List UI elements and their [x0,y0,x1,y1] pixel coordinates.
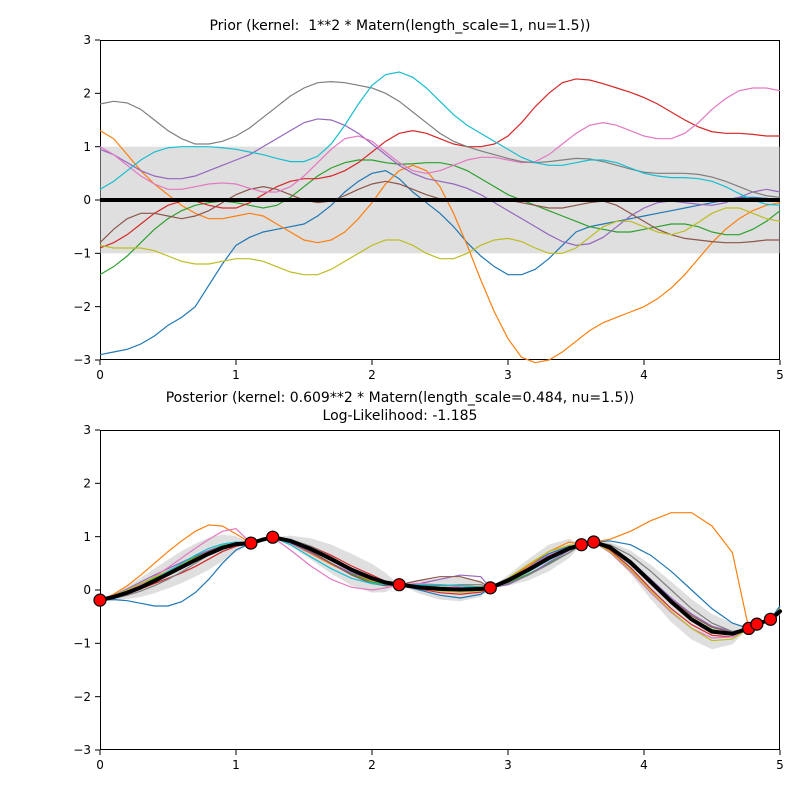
xtick-label: 2 [368,368,376,382]
xtick-label: 1 [232,758,240,772]
ytick-label: 3 [83,423,91,437]
ytick-label: 0 [83,583,91,597]
ytick-label: 0 [83,193,91,207]
ytick-label: −1 [73,637,91,651]
xtick-label: 1 [232,368,240,382]
xtick-label: 5 [776,368,784,382]
observation-point [267,531,279,543]
ytick-label: −3 [73,353,91,367]
observation-point [764,613,776,625]
observation-point [751,618,763,630]
xtick-label: 0 [96,368,104,382]
observation-point [245,537,257,549]
observation-point [484,582,496,594]
posterior-panel: 012345−3−2−10123 [60,430,800,790]
posterior-title-l2: Log-Likelihood: -1.185 [0,408,800,424]
xtick-label: 4 [640,758,648,772]
xtick-label: 2 [368,758,376,772]
xtick-label: 3 [504,368,512,382]
observation-point [575,539,587,551]
ytick-label: 1 [83,140,91,154]
ytick-label: −2 [73,300,91,314]
prior-title: Prior (kernel: 1**2 * Matern(length_scal… [0,18,800,34]
ytick-label: −1 [73,247,91,261]
ytick-label: 1 [83,530,91,544]
ytick-label: 2 [83,87,91,101]
xtick-label: 3 [504,758,512,772]
observation-point [393,579,405,591]
ytick-label: 2 [83,477,91,491]
ytick-label: −3 [73,743,91,757]
ytick-label: 3 [83,33,91,47]
figure-root: Prior (kernel: 1**2 * Matern(length_scal… [0,0,800,800]
observation-point [588,536,600,548]
observation-point [94,594,106,606]
xtick-label: 0 [96,758,104,772]
prior-panel: 012345−3−2−10123 [60,40,800,400]
xtick-label: 5 [776,758,784,772]
ytick-label: −2 [73,690,91,704]
xtick-label: 4 [640,368,648,382]
